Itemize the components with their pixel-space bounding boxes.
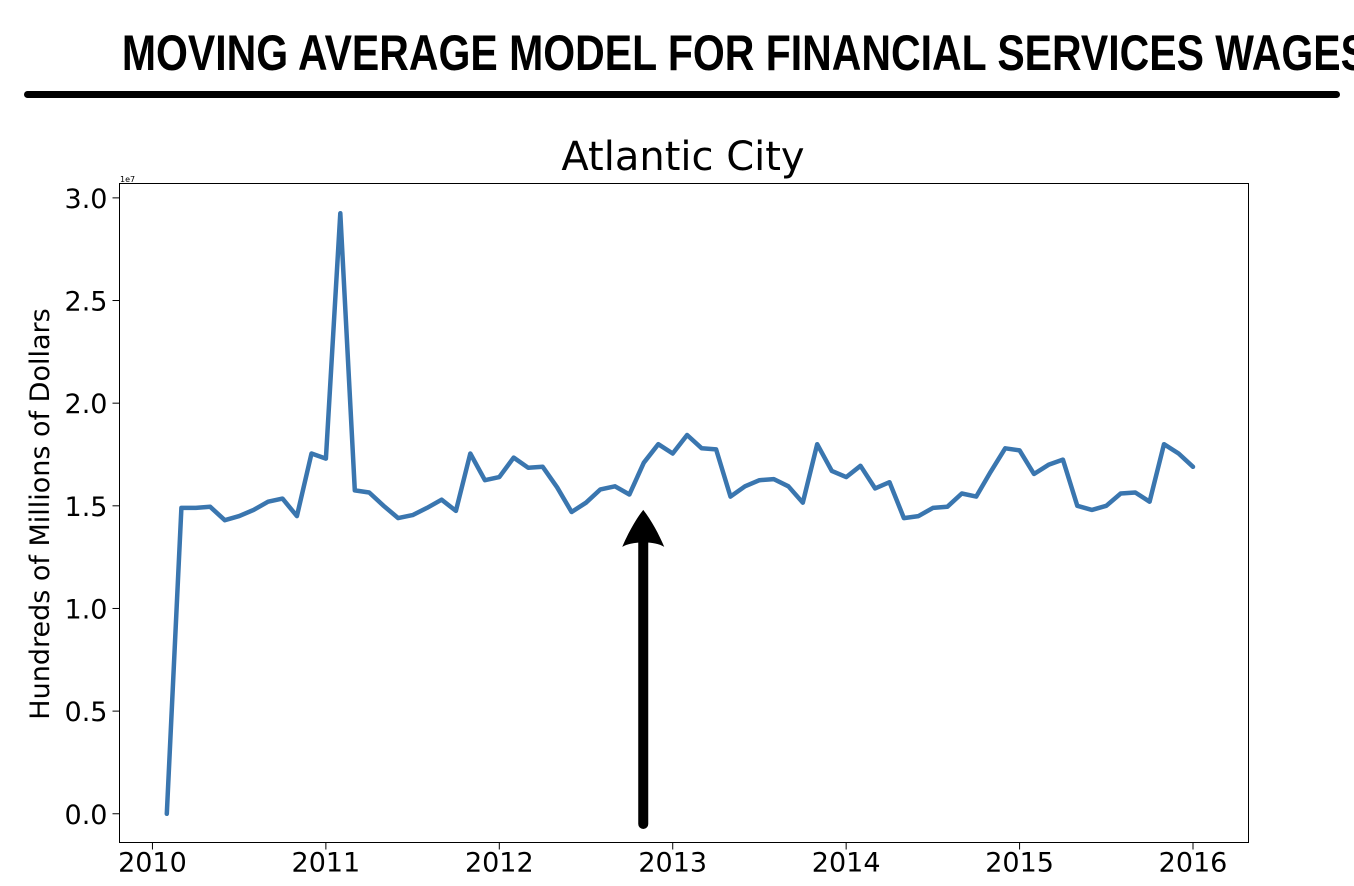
x-tick-label: 2012 — [465, 848, 534, 879]
x-tick-label: 2014 — [812, 848, 881, 879]
y-tick-label: 1.0 — [65, 594, 108, 625]
y-tick-label: 1.5 — [65, 492, 108, 523]
x-tick-label: 2015 — [985, 848, 1054, 879]
x-tick-label: 2011 — [292, 848, 361, 879]
series-group — [164, 211, 1196, 817]
y-axis-offset-text: 1e7 — [120, 175, 135, 184]
chart-title: Atlantic City — [561, 134, 804, 180]
y-tick-label: 2.0 — [65, 389, 108, 420]
annotation-arrow-head — [622, 509, 665, 547]
x-tick-label: 2016 — [1159, 848, 1228, 879]
page-title: MOVING AVERAGE MODEL FOR FINANCIAL SERVI… — [121, 25, 1354, 81]
y-tick-label: 3.0 — [65, 184, 108, 215]
plot-area — [119, 183, 1249, 843]
y-tick-label: 2.5 — [65, 287, 108, 318]
series-line — [164, 211, 1196, 817]
x-tick-label: 2013 — [638, 848, 707, 879]
y-axis-label: Hundreds of Millions of Dollars — [25, 308, 56, 719]
y-tick-label: 0.0 — [65, 800, 108, 831]
annotation-group — [622, 509, 665, 830]
title-underline — [24, 91, 1340, 98]
y-tick-label: 0.5 — [65, 697, 108, 728]
x-tick-label: 2010 — [118, 848, 187, 879]
axis-ticks: 2010 2011 2012 2013 2014 2015 2016 0.0 0.5 1.0 1.5… — [65, 184, 1228, 879]
